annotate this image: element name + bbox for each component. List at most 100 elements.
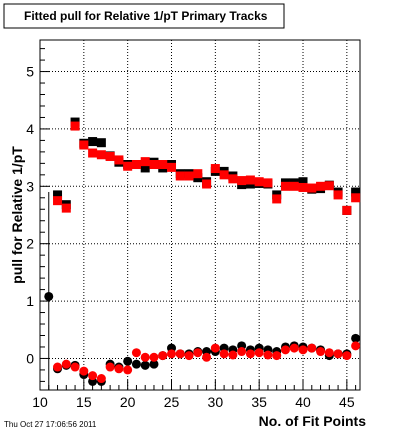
- chart-title: Fitted pull for Relative 1/pT Primary Tr…: [24, 9, 268, 23]
- square-point: [289, 181, 299, 191]
- square-point: [298, 177, 308, 187]
- circle-point: [342, 351, 352, 361]
- circle-point: [167, 349, 177, 359]
- circle-point: [263, 350, 273, 360]
- square-point: [96, 138, 106, 148]
- circle-point: [114, 364, 124, 374]
- x-tick-label: 20: [120, 394, 136, 410]
- circle-point: [123, 356, 133, 366]
- square-point: [280, 181, 290, 191]
- circle-point: [123, 365, 133, 375]
- square-point: [114, 155, 124, 165]
- datestamp: Thu Oct 27 17:06:56 2011: [4, 420, 97, 429]
- square-point: [175, 171, 185, 181]
- circle-point: [105, 362, 115, 372]
- square-point: [88, 137, 98, 147]
- circle-point: [228, 350, 238, 360]
- circle-point: [131, 348, 141, 358]
- y-tick-label: 4: [26, 121, 34, 137]
- x-tick-label: 35: [251, 394, 267, 410]
- x-axis-title: No. of Fit Points: [259, 413, 367, 429]
- circle-point: [202, 352, 212, 362]
- square-point: [79, 140, 89, 150]
- y-tick-label: 0: [26, 350, 34, 366]
- circle-point: [333, 349, 343, 359]
- square-point: [140, 163, 150, 173]
- axis-ticks: [39, 48, 357, 390]
- square-point: [184, 171, 194, 181]
- square-point: [158, 160, 168, 170]
- square-point: [272, 194, 282, 204]
- circle-point: [316, 347, 326, 357]
- square-point: [245, 175, 255, 185]
- square-point: [61, 203, 71, 213]
- square-point: [351, 193, 361, 203]
- circle-point: [298, 345, 308, 355]
- square-point: [219, 170, 229, 180]
- circle-point: [237, 347, 247, 357]
- grid-lines: [40, 40, 360, 390]
- circle-point: [280, 345, 290, 355]
- square-point: [105, 151, 115, 161]
- circle-point: [307, 343, 317, 353]
- square-point: [298, 182, 308, 192]
- circle-point: [79, 366, 89, 376]
- square-point: [53, 196, 63, 206]
- x-tick-label: 25: [164, 394, 180, 410]
- circle-point: [140, 360, 150, 370]
- circle-point: [96, 374, 106, 384]
- x-tick-label: 10: [32, 394, 48, 410]
- y-axis-title: pull for Relative 1/pT: [9, 146, 25, 284]
- circle-point: [158, 351, 168, 361]
- square-point: [316, 181, 326, 191]
- y-tick-label: 2: [26, 236, 34, 252]
- square-point: [324, 181, 334, 191]
- circle-point: [245, 349, 255, 359]
- square-point: [228, 174, 238, 184]
- circle-point: [351, 333, 361, 343]
- x-tick-label: 30: [208, 394, 224, 410]
- x-tick-label: 15: [76, 394, 92, 410]
- square-point: [237, 176, 247, 186]
- circle-point: [175, 349, 185, 359]
- square-point: [351, 187, 361, 197]
- square-point: [263, 178, 273, 188]
- square-point: [167, 162, 177, 172]
- square-point: [88, 148, 98, 158]
- y-tick-label: 5: [26, 64, 34, 80]
- y-tick-label: 1: [26, 293, 34, 309]
- circle-point: [184, 351, 194, 361]
- circle-point: [61, 359, 71, 369]
- circle-point: [149, 352, 159, 362]
- circle-point: [219, 349, 229, 359]
- circle-point: [88, 371, 98, 381]
- square-point: [193, 169, 203, 179]
- circle-point: [44, 291, 54, 301]
- x-tick-label: 45: [339, 394, 355, 410]
- circle-point: [351, 341, 361, 351]
- square-point: [307, 183, 317, 193]
- title-box: [3, 3, 285, 29]
- circle-point: [272, 351, 282, 361]
- square-point: [140, 157, 150, 167]
- x-tick-label: 40: [295, 394, 311, 410]
- y-tick-label: 3: [26, 178, 34, 194]
- circle-point: [140, 352, 150, 362]
- square-point: [254, 177, 264, 187]
- square-point: [202, 179, 212, 189]
- circle-point: [324, 348, 334, 358]
- square-point: [210, 164, 220, 174]
- plot-frame: [39, 39, 361, 391]
- circle-point: [70, 362, 80, 372]
- circle-point: [149, 359, 159, 369]
- circle-point: [254, 348, 264, 358]
- square-point: [333, 190, 343, 200]
- circle-point: [131, 359, 141, 369]
- square-point: [149, 160, 159, 170]
- square-point: [342, 205, 352, 215]
- square-point: [70, 121, 80, 131]
- circle-point: [53, 362, 63, 372]
- circle-point: [193, 348, 203, 358]
